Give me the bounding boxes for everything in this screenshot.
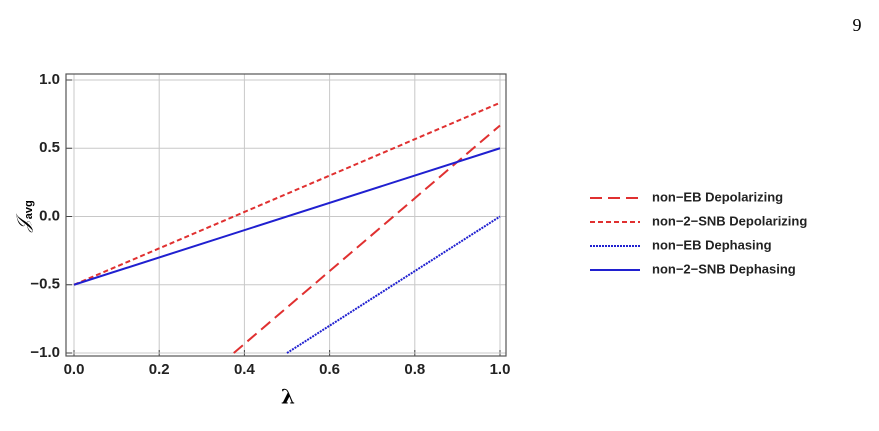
legend-label: non−EB Dephasing [652,237,772,252]
y-axis-label: 𝒥avg [13,200,35,232]
plot-frame [65,73,507,357]
x-axis-label: λ [281,385,295,409]
legend-label: non−2−SNB Dephasing [652,261,796,276]
y-tick-label: 1.0 [39,71,60,88]
y-tick-label: 0.5 [39,139,60,156]
line [73,147,501,286]
y-tick-label: 0.0 [39,207,60,224]
x-tick-label: 0.4 [234,361,256,378]
x-tick-label: 0.8 [404,361,425,378]
line [286,215,501,354]
legend-label: non−2−SNB Depolarizing [652,213,807,228]
line [73,101,501,286]
x-tick-label: 0.0 [64,361,85,378]
y-tick-label: −0.5 [30,276,60,293]
x-tick-label: 1.0 [490,361,511,378]
page-number: 9 [853,15,862,35]
line [233,124,501,354]
x-tick-label: 0.2 [149,361,170,378]
y-tick-label: −1.0 [30,344,60,361]
legend-label: non−EB Depolarizing [652,189,783,204]
x-tick-label: 0.6 [319,361,340,378]
y-axis-subscript: avg [23,200,35,219]
